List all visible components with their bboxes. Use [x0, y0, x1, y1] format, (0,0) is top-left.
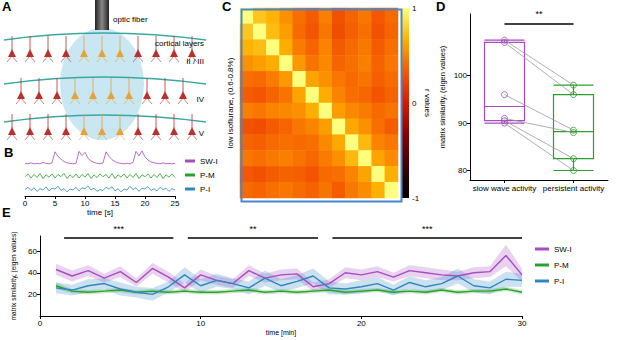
svg-text:low isoflurane, (0.6-0.8%): low isoflurane, (0.6-0.8%)	[226, 57, 235, 148]
svg-text:B: B	[4, 145, 13, 160]
svg-text:10: 10	[81, 199, 90, 208]
svg-text:10: 10	[196, 319, 205, 328]
svg-text:slow wave activity: slow wave activity	[473, 184, 537, 193]
svg-text:5: 5	[53, 199, 58, 208]
svg-text:20: 20	[357, 319, 366, 328]
svg-text:SW-I: SW-I	[200, 157, 218, 166]
svg-text:90: 90	[458, 119, 467, 128]
svg-text:20: 20	[141, 199, 150, 208]
svg-text:0: 0	[412, 99, 417, 108]
svg-text:0: 0	[23, 199, 28, 208]
svg-text:**: **	[249, 224, 257, 234]
svg-text:optic fiber: optic fiber	[113, 15, 148, 24]
svg-text:IV: IV	[196, 95, 204, 104]
svg-text:SW-I: SW-I	[554, 245, 572, 254]
svg-text:80: 80	[458, 166, 467, 175]
svg-text:P-M: P-M	[200, 171, 215, 180]
svg-text:r values: r values	[423, 89, 432, 117]
svg-text:A: A	[2, 0, 12, 14]
svg-text:**: **	[535, 9, 543, 19]
svg-text:matrix similarity, (eigen valu: matrix similarity, (eigen values)	[10, 232, 18, 321]
svg-text:E: E	[2, 205, 11, 220]
svg-text:30: 30	[518, 319, 527, 328]
svg-text:1: 1	[412, 4, 417, 13]
svg-text:100: 100	[454, 71, 468, 80]
svg-text:***: ***	[422, 224, 433, 234]
svg-text:II / III: II / III	[186, 57, 204, 66]
svg-text:40: 40	[28, 268, 37, 277]
svg-text:P-M: P-M	[554, 261, 569, 270]
svg-text:C: C	[222, 0, 232, 14]
svg-text:0: 0	[38, 319, 43, 328]
svg-text:V: V	[199, 129, 205, 138]
svg-text:P-I: P-I	[200, 185, 210, 194]
svg-text:matrix similarity, (eigen valu: matrix similarity, (eigen values)	[438, 45, 447, 148]
svg-text:60: 60	[28, 247, 37, 256]
svg-text:15: 15	[111, 199, 120, 208]
svg-text:-1: -1	[412, 194, 420, 203]
svg-text:***: ***	[113, 224, 124, 234]
svg-text:D: D	[436, 0, 445, 14]
svg-text:20: 20	[28, 290, 37, 299]
svg-text:cortical layers: cortical layers	[155, 39, 204, 48]
svg-text:25: 25	[171, 199, 180, 208]
svg-text:P-I: P-I	[554, 277, 564, 286]
svg-text:persistent activity: persistent activity	[543, 184, 604, 193]
svg-text:time [min]: time [min]	[266, 329, 296, 337]
svg-text:time [s]: time [s]	[87, 208, 113, 217]
